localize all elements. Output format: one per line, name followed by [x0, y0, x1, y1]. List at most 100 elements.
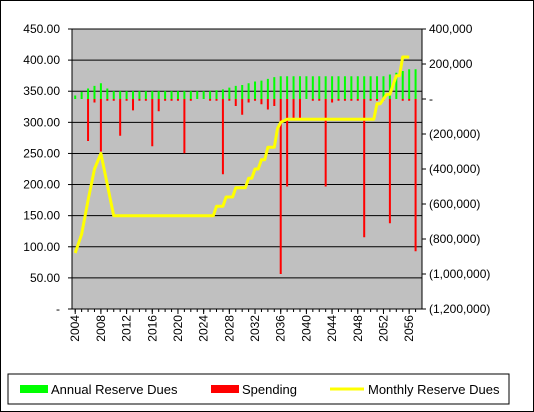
spending-bar — [183, 99, 186, 154]
spending-bar — [273, 99, 276, 106]
right-axis-tick-label: 400,000 — [429, 22, 473, 36]
spending-bar — [311, 99, 314, 101]
spending-bar — [247, 99, 250, 103]
annual-dues-bar — [119, 91, 122, 99]
spending-bar — [388, 99, 391, 224]
annual-dues-bar — [176, 91, 179, 99]
left-axis-tick-label: 350.00 — [23, 84, 60, 98]
annual-dues-bar — [125, 91, 128, 99]
spending-bar — [241, 99, 244, 115]
annual-dues-bar — [106, 88, 109, 99]
annual-dues-bar — [151, 91, 154, 99]
left-axis-tick-label: 400.00 — [23, 53, 60, 67]
x-axis-tick-label: 2052 — [376, 315, 390, 342]
left-axis-tick-label: 250.00 — [23, 146, 60, 160]
spending-bar — [221, 99, 224, 175]
annual-dues-bar — [74, 95, 77, 99]
annual-dues-bar — [202, 91, 205, 99]
x-axis-tick-label: 2016 — [145, 315, 159, 342]
left-axis-tick-label: 200.00 — [23, 178, 60, 192]
spending-bar — [209, 99, 212, 101]
left-axis-tick-label: 300.00 — [23, 115, 60, 129]
annual-dues-series — [74, 69, 417, 99]
spending-bar — [119, 99, 122, 136]
annual-dues-bar — [279, 76, 282, 99]
annual-dues-bar — [234, 85, 237, 99]
spending-bar — [260, 99, 263, 105]
spending-bar — [228, 99, 231, 101]
left-axis-tick-label: 150.00 — [23, 209, 60, 223]
annual-dues-bar — [273, 77, 276, 99]
annual-dues-bar — [138, 91, 141, 99]
x-axis-tick-label: 2036 — [274, 315, 288, 342]
left-axis-tick-label: - — [56, 302, 60, 316]
x-axis-tick-label: 2040 — [299, 315, 313, 342]
annual-dues-bar — [183, 91, 186, 99]
spending-bar — [87, 99, 90, 141]
monthly-dues-line — [73, 55, 410, 254]
spending-bar — [343, 99, 346, 101]
left-axis-tick-label: 450.00 — [23, 22, 60, 36]
spending-bar — [93, 99, 96, 103]
spending-series — [87, 99, 417, 274]
annual-dues-bar — [388, 74, 391, 99]
spending-bar — [337, 99, 340, 101]
annual-dues-bar — [414, 69, 417, 99]
annual-dues-bar — [170, 91, 173, 99]
spending-bar — [266, 99, 269, 110]
x-axis-tick-label: 2004 — [68, 315, 82, 342]
spending-bar — [350, 99, 353, 101]
annual-dues-bar — [286, 76, 289, 99]
spending-bar — [318, 99, 321, 101]
spending-bar — [106, 99, 109, 101]
annual-dues-bar — [318, 76, 321, 99]
spending-bar — [408, 99, 411, 101]
x-axis-tick-label: 2012 — [120, 315, 134, 342]
spending-bar — [331, 99, 334, 103]
annual-dues-bar — [221, 89, 224, 99]
spending-bar — [363, 99, 366, 238]
annual-dues-bar — [247, 83, 250, 99]
spending-bar — [369, 99, 372, 101]
spending-bar — [176, 99, 179, 101]
annual-dues-bar — [305, 76, 308, 99]
spending-bar — [132, 99, 135, 111]
annual-dues-bar — [215, 90, 218, 99]
annual-dues-bar — [337, 76, 340, 99]
right-axis-tick-label: (800,000) — [429, 232, 480, 246]
annual-dues-bar — [189, 91, 192, 99]
annual-dues-bar — [164, 91, 167, 99]
annual-dues-bar — [395, 72, 398, 99]
annual-dues-bar — [260, 80, 263, 99]
legend-label: Monthly Reserve Dues — [368, 382, 500, 397]
spending-bar — [138, 99, 141, 101]
annual-dues-bar — [350, 76, 353, 99]
x-axis-tick-label: 2056 — [402, 315, 416, 342]
spending-bar — [298, 99, 301, 120]
annual-dues-bar — [87, 88, 90, 99]
annual-dues-bar — [266, 78, 269, 99]
legend — [7, 373, 510, 405]
annual-dues-bar — [408, 69, 411, 99]
spending-bar — [356, 99, 359, 101]
annual-dues-bar — [157, 91, 160, 99]
spending-bar — [170, 99, 173, 101]
spending-bar — [401, 99, 404, 101]
right-axis-tick-label: - — [429, 92, 433, 106]
spending-bar — [254, 99, 257, 101]
spending-bar — [286, 99, 289, 187]
annual-dues-bar — [144, 91, 147, 99]
legend-label: Annual Reserve Dues — [51, 382, 178, 397]
spending-bar — [112, 99, 115, 101]
annual-dues-bar — [241, 85, 244, 99]
x-axis-tick-label: 2032 — [248, 315, 262, 342]
left-axis-tick-label: 100.00 — [23, 240, 60, 254]
annual-dues-bar — [112, 91, 115, 99]
annual-dues-bar — [254, 81, 257, 99]
legend-swatch — [20, 385, 48, 393]
spending-bar — [215, 99, 218, 101]
spending-bar — [324, 99, 327, 187]
annual-dues-bar — [401, 71, 404, 99]
spending-bar — [234, 99, 237, 106]
